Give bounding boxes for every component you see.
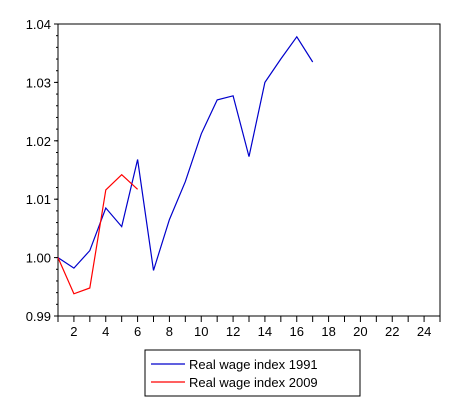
- x-tick-label: 4: [102, 324, 109, 339]
- x-tick-label: 6: [134, 324, 141, 339]
- x-tick-label: 14: [258, 324, 272, 339]
- series-line-2: [57, 173, 139, 295]
- y-tick-label: 1.00: [26, 251, 51, 266]
- x-tick-label: 2: [70, 324, 77, 339]
- x-tick-label: 16: [290, 324, 304, 339]
- series-line-1: [57, 35, 314, 271]
- legend-box: [144, 349, 361, 397]
- x-tick-label: 18: [321, 324, 335, 339]
- y-axis: 0.99 1.00 1.01 1.02 1.03 1.04: [26, 17, 58, 324]
- legend: Real wage index 1991 Real wage index 2009: [144, 349, 361, 397]
- legend-label-2: Real wage index 2009: [189, 375, 318, 390]
- y-tick-label: 1.01: [26, 192, 51, 207]
- x-tick-label: 8: [166, 324, 173, 339]
- plot-border: [57, 23, 441, 317]
- y-tick-label: 1.04: [26, 17, 51, 32]
- y-tick-label: 0.99: [26, 309, 51, 324]
- y-tick-label: 1.02: [26, 134, 51, 149]
- x-tick-label: 20: [353, 324, 367, 339]
- x-tick-label: 24: [417, 324, 431, 339]
- x-tick-label: 22: [385, 324, 399, 339]
- legend-label-1: Real wage index 1991: [189, 357, 318, 372]
- plot-frame: [57, 23, 441, 317]
- series-layer: [57, 35, 314, 295]
- x-tick-label: 10: [194, 324, 208, 339]
- x-tick-label: 12: [226, 324, 240, 339]
- x-axis: 2 4 6 8 10 12 14 16 18 20 22 24: [57, 316, 441, 339]
- y-tick-label: 1.03: [26, 75, 51, 90]
